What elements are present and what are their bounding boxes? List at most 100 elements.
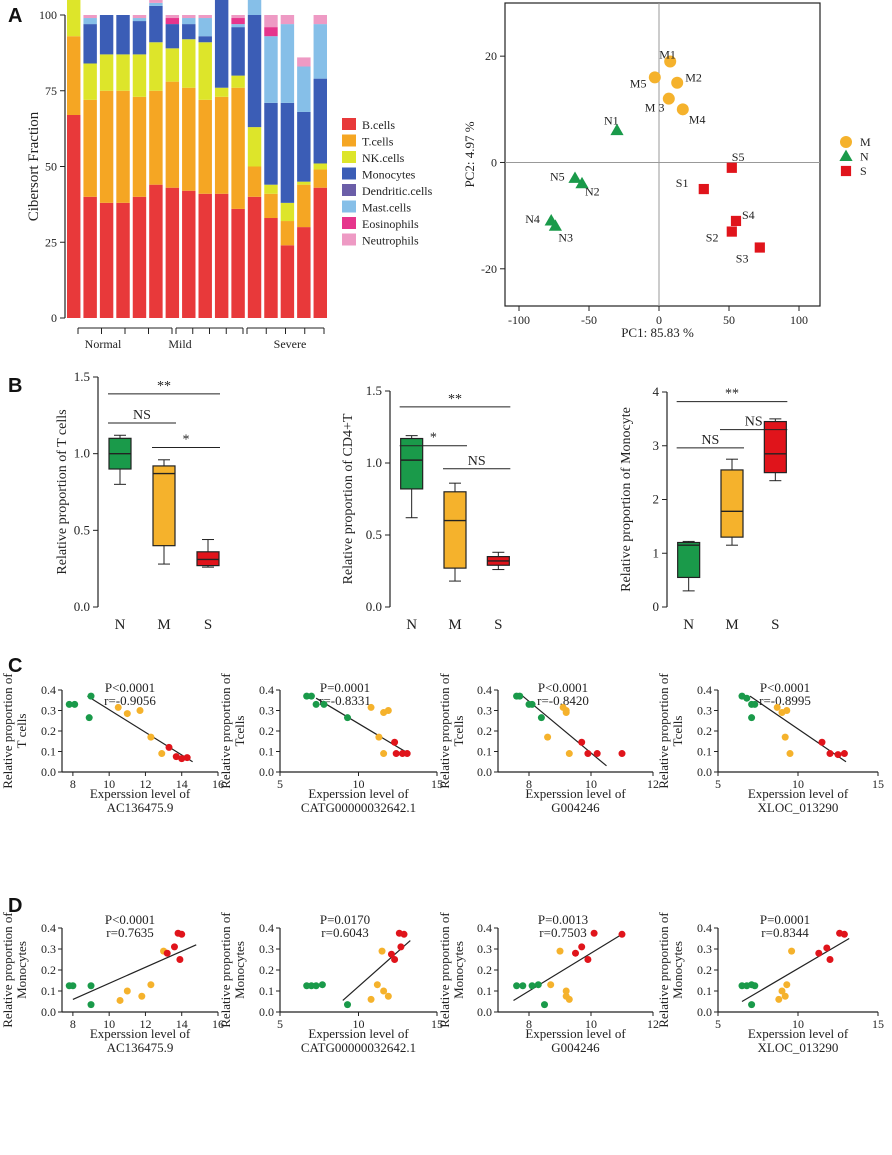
bar-segment-T.cells — [297, 184, 311, 228]
y-axis-label-cell: Monocytes — [670, 941, 685, 999]
box-N — [677, 541, 701, 579]
bar-segment-B.cells — [149, 184, 163, 318]
significance-label: NS — [745, 415, 763, 430]
data-point-M — [380, 987, 388, 995]
bar-segment-Mast.cells — [297, 66, 311, 112]
data-point-M — [123, 710, 131, 718]
legend-label-S: S — [860, 164, 867, 178]
y-tick-label: 0.3 — [41, 704, 56, 718]
y-axis-label: Relative proportion of — [0, 673, 15, 789]
y-tick-label: 0.1 — [697, 984, 712, 998]
bar-segment-Monocytes — [247, 15, 262, 128]
r-value: r=0.8344 — [761, 925, 809, 940]
bar-segment-Monocytes — [99, 15, 114, 55]
data-point-S — [172, 753, 180, 761]
x-tick-label: 5 — [715, 777, 721, 791]
x-tick-label: 10 — [792, 1017, 804, 1031]
data-point-M — [136, 707, 144, 714]
legend-swatch-T.cells — [342, 134, 356, 147]
box-S — [196, 551, 220, 567]
bar-segment-NK.cells — [280, 202, 295, 222]
data-point-S — [840, 750, 848, 758]
bar-segment-B.cells — [83, 196, 97, 318]
y-tick-label: 0.0 — [366, 599, 382, 614]
bar-segment-Neutrophils — [165, 15, 180, 19]
point-label: M1 — [659, 47, 676, 61]
x-tick-label: 50 — [723, 313, 735, 327]
x-axis-label: PC1: 85.83 % — [621, 325, 694, 340]
p-value: P<0.0001 — [760, 680, 810, 695]
bar-segment-NK.cells — [182, 39, 196, 88]
r-value: r=0.7503 — [539, 925, 586, 940]
data-point-S — [584, 750, 592, 758]
x-axis-label-gene: G004246 — [551, 1040, 600, 1055]
category-label-S: S — [204, 617, 212, 633]
point-M1 — [664, 55, 677, 68]
data-point-N — [534, 981, 542, 989]
point-label: N2 — [585, 185, 600, 199]
panel-letter-A: A — [8, 5, 22, 27]
x-axis-label-gene: CATG00000032642.1 — [301, 800, 416, 815]
data-point-S — [183, 754, 191, 762]
data-point-S — [834, 751, 842, 759]
bar-segment-Monocytes — [198, 36, 212, 43]
bar-segment-Monocytes — [165, 24, 180, 49]
bar-segment-Neutrophils — [83, 15, 97, 19]
point-label: S1 — [676, 176, 689, 190]
significance-label: ** — [725, 387, 739, 402]
point-N5 — [568, 171, 582, 183]
y-tick-label: 0.3 — [41, 942, 56, 956]
bar-segment-T.cells — [165, 81, 180, 188]
data-point-S — [391, 738, 399, 746]
data-point-S — [572, 949, 579, 957]
data-point-S — [815, 949, 823, 957]
stacked-bar-chart: 0 25 50 75 100 Cibersort Fraction Normal Mild Se… — [26, 0, 433, 351]
category-label-M: M — [157, 617, 170, 633]
data-point-S — [176, 956, 184, 963]
data-point-M — [786, 750, 794, 758]
p-value: P=0.0170 — [320, 912, 370, 927]
point-label: S4 — [742, 208, 755, 222]
group-label-Mild: Mild — [168, 337, 191, 351]
y-axis-label: Relative proportion of Monocyte — [619, 407, 634, 592]
y-tick-label: 0 — [51, 311, 57, 325]
data-point-S — [823, 944, 831, 952]
regression-line — [342, 940, 411, 1001]
bar-segment-Mast.cells — [132, 18, 147, 22]
data-point-N — [751, 700, 759, 708]
y-tick-label: 2 — [653, 492, 660, 507]
x-tick-label: 10 — [353, 777, 365, 791]
data-point-M — [781, 992, 789, 1000]
legend-swatch-B.cells — [342, 118, 356, 130]
p-value: P=0.0001 — [320, 680, 370, 695]
legend-swatch-Dendritic.cells — [342, 184, 356, 196]
bar-segment-Neutrophils — [198, 15, 212, 19]
significance-label: ** — [157, 379, 171, 394]
x-tick-label: 15 — [872, 777, 884, 791]
y-axis-label: Relative proportion of — [437, 673, 452, 789]
y-tick-label: 0.1 — [477, 984, 492, 998]
x-tick-label: 0 — [656, 313, 662, 327]
data-point-M — [783, 981, 791, 989]
significance-label: NS — [133, 408, 151, 423]
bar-segment-T.cells — [264, 193, 278, 219]
x-tick-label: 10 — [585, 1017, 597, 1031]
bar-segment-T.cells — [149, 90, 163, 185]
data-point-N — [537, 714, 545, 722]
point-S4 — [730, 215, 742, 227]
y-tick-label: 0.4 — [259, 683, 274, 697]
y-tick-label: 0 — [491, 155, 497, 169]
y-tick-label: 0.3 — [477, 942, 492, 956]
y-axis-label-cell: Monocytes — [14, 941, 29, 999]
data-point-N — [312, 700, 320, 708]
data-point-M — [384, 707, 392, 714]
y-tick-label: 1 — [653, 545, 660, 560]
data-point-S — [826, 956, 834, 963]
legend-marker-S — [840, 165, 852, 177]
data-point-M — [158, 750, 166, 758]
y-tick-label: 100 — [39, 8, 57, 22]
x-tick-label: 12 — [647, 777, 659, 791]
regression-line — [741, 937, 850, 1003]
y-tick-label: 0.0 — [697, 1005, 712, 1019]
